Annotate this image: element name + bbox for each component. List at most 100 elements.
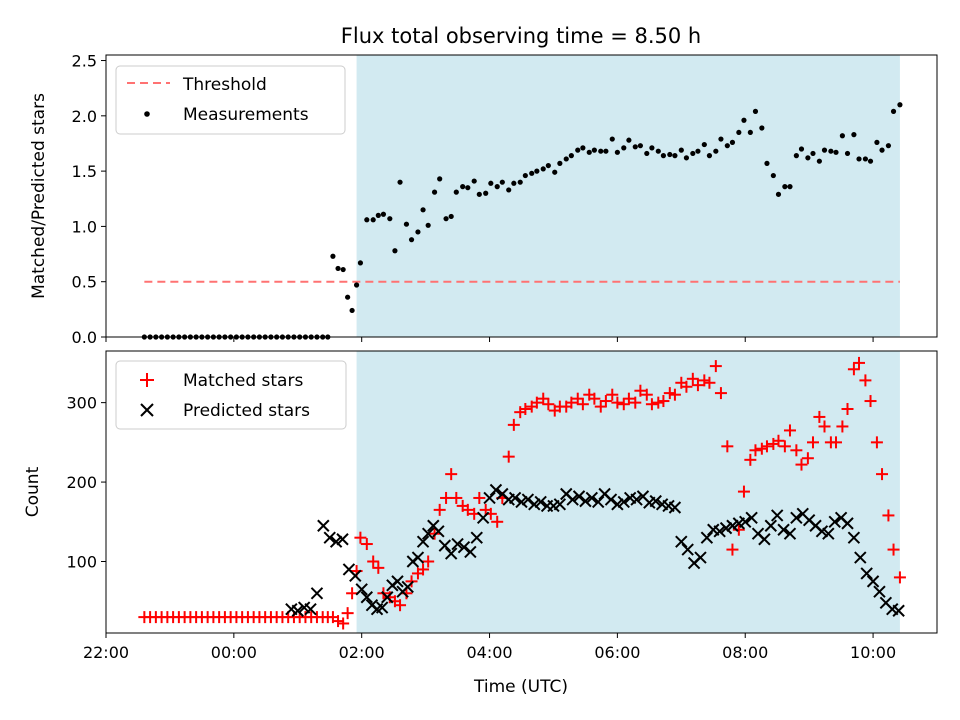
predicted-point bbox=[451, 537, 464, 551]
matched-point bbox=[611, 396, 624, 409]
predicted-point bbox=[336, 533, 349, 546]
predicted-point bbox=[381, 591, 394, 604]
measurement-point bbox=[545, 162, 551, 169]
matched-point bbox=[698, 374, 711, 387]
measurement-point bbox=[483, 190, 489, 196]
measurement-point bbox=[586, 149, 592, 155]
measurement-point bbox=[345, 294, 351, 300]
measurement-point bbox=[775, 191, 782, 197]
count-x-axis: 22:00 00:00 02:00 04:00 06:00 08:00 10:00 bbox=[83, 633, 896, 662]
matched-point bbox=[853, 356, 866, 369]
predicted-point bbox=[521, 493, 535, 506]
measurement-point bbox=[713, 148, 719, 154]
predicted-point bbox=[489, 483, 503, 497]
predicted-point bbox=[649, 494, 662, 508]
matched-point bbox=[657, 395, 670, 408]
measurement-point bbox=[511, 180, 517, 186]
predicted-point bbox=[534, 495, 547, 509]
measurement-point bbox=[879, 147, 885, 153]
predicted-point bbox=[375, 601, 389, 614]
count-y-axis: 100 200 300 bbox=[66, 394, 106, 572]
matched-stars-series bbox=[138, 356, 906, 630]
measurement-point bbox=[683, 155, 690, 161]
predicted-point bbox=[726, 519, 739, 532]
x-axis-label: Time (UTC) bbox=[473, 677, 568, 697]
measurement-point bbox=[443, 216, 449, 222]
y-tick-label: 2.0 bbox=[72, 107, 97, 126]
matched-point bbox=[864, 395, 877, 408]
predicted-legend-swatch bbox=[140, 403, 154, 417]
measurement-point bbox=[425, 222, 431, 228]
predicted-point bbox=[508, 491, 522, 505]
measurement-point bbox=[816, 158, 822, 164]
measurement-point bbox=[644, 150, 650, 157]
matched-point bbox=[703, 376, 716, 389]
measurement-point bbox=[591, 147, 597, 153]
matched-point bbox=[806, 436, 819, 449]
predicted-point bbox=[483, 491, 496, 505]
y-tick-label: 100 bbox=[66, 553, 97, 572]
matched-point bbox=[537, 392, 550, 405]
measurement-point bbox=[476, 191, 482, 197]
measurement-point bbox=[403, 221, 410, 227]
matched-point bbox=[893, 571, 906, 584]
predicted-point bbox=[764, 519, 778, 532]
matched-point bbox=[778, 440, 791, 453]
measurement-point bbox=[736, 129, 742, 136]
matched-point bbox=[622, 392, 635, 405]
measurement-point bbox=[575, 147, 581, 153]
matched-point bbox=[354, 531, 367, 544]
predicted-point bbox=[360, 591, 374, 604]
measurement-point bbox=[828, 148, 834, 154]
predicted-point bbox=[572, 490, 586, 503]
measurements-legend-swatch bbox=[144, 111, 150, 117]
predicted-point bbox=[681, 543, 694, 556]
measurement-point bbox=[375, 212, 381, 218]
matched-point bbox=[332, 615, 345, 628]
matched-point bbox=[813, 410, 826, 423]
y-tick-label: 1.0 bbox=[72, 217, 97, 236]
predicted-point bbox=[528, 498, 541, 511]
matched-point bbox=[576, 398, 589, 411]
matched-point bbox=[783, 424, 796, 437]
predicted-point bbox=[866, 575, 880, 588]
matched-point bbox=[645, 398, 658, 411]
measurement-point bbox=[770, 172, 776, 179]
measurement-point bbox=[649, 145, 655, 151]
measurement-point bbox=[787, 184, 793, 190]
predicted-point bbox=[310, 587, 324, 600]
ratio-legend-box bbox=[115, 65, 346, 135]
matched-point bbox=[360, 538, 373, 551]
ratio-axes-frame bbox=[105, 54, 938, 338]
matched-point bbox=[680, 380, 693, 393]
measurement-point bbox=[534, 168, 540, 174]
predicted-point bbox=[860, 567, 873, 580]
x-tick-label: 04:00 bbox=[466, 643, 512, 662]
predicted-point bbox=[401, 580, 414, 594]
matched-point bbox=[450, 491, 463, 504]
predicted-point bbox=[790, 511, 803, 525]
predicted-stars-series bbox=[285, 483, 905, 617]
measurement-point bbox=[637, 143, 643, 149]
predicted-point bbox=[553, 498, 567, 511]
measurement-point bbox=[885, 143, 892, 149]
matched-point bbox=[417, 563, 430, 576]
matched-point bbox=[530, 396, 543, 409]
measurement-point bbox=[349, 307, 355, 314]
measurement-point bbox=[874, 139, 880, 145]
matched-point bbox=[801, 452, 814, 465]
matched-point bbox=[372, 561, 385, 574]
measurement-point bbox=[499, 179, 505, 185]
predicted-point bbox=[416, 535, 430, 548]
matched-point bbox=[445, 468, 458, 481]
matched-point bbox=[571, 392, 584, 405]
measurement-point bbox=[810, 150, 816, 157]
matched-point bbox=[337, 617, 350, 630]
measurement-point bbox=[667, 151, 673, 158]
measurement-point bbox=[856, 156, 862, 162]
count-legend-box bbox=[115, 360, 347, 430]
matched-point bbox=[461, 503, 474, 516]
predicted-point bbox=[777, 523, 790, 536]
predicted-point bbox=[873, 585, 886, 598]
